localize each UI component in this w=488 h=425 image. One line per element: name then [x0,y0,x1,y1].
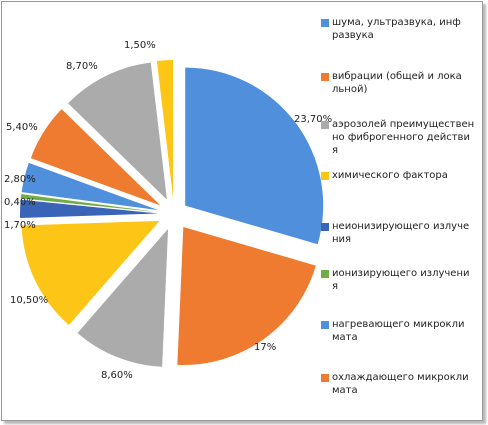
pie-slice-10 [156,60,174,199]
pie-slice-3 [77,228,169,367]
pie-chart: 23,70% 17% 8,60% 10,50% 1,70% 0,40% 2,80% 5,40%… [4,19,332,382]
legend-swatch-8 [321,374,329,382]
slice-label-6: 0,40% [4,197,36,208]
slice-label-10: 1,50% [124,40,156,51]
legend-label-3: аэрозолей преимуществен но фиброгенного … [332,119,475,156]
chart-frame: 23,70% 17% 8,60% 10,50% 1,70% 0,40% 2,80% 5,40%… [1,1,483,421]
legend-label-7: нагревающего микрокли мата [332,319,465,343]
slice-label-8: 5,40% [6,122,38,133]
pie-slice-2 [177,227,316,366]
slice-label-1: 23,70% [294,114,332,125]
legend-label-1: шума, ультразвука, инф развука [332,17,461,41]
legend-swatch-5 [321,223,329,231]
pie-slice-7 [21,162,159,211]
pie-slice-5 [20,199,159,219]
slice-label-9: 8,70% [66,61,98,72]
pie-slices [20,60,324,367]
legend-swatch-4 [321,172,329,180]
legend-swatches [321,19,329,382]
legend-swatch-7 [321,321,329,329]
slice-label-5: 1,70% [4,220,36,231]
pie-slice-8 [30,109,161,206]
legend-label-2: вибрации (общей и лока льной) [332,71,462,95]
legend-swatch-3 [321,121,329,129]
pie-slice-6 [20,194,159,213]
pie-slice-4 [21,220,160,325]
legend-label-5: неионизирующего излуче ния [332,221,470,245]
legend-label-6: ионизирующего излучени я [332,268,470,292]
slice-label-3: 8,60% [101,370,133,381]
legend-swatch-2 [321,73,329,81]
legend-swatch-6 [321,270,329,278]
pie-slice-1 [185,67,324,245]
legend-label-8: охлаждающего микрокли мата [332,372,469,396]
slice-label-2: 17% [254,342,276,353]
legend-swatch-1 [321,19,329,27]
pie-slice-9 [68,62,167,200]
slice-label-7: 2,80% [4,174,36,185]
legend-label-4: химического фактора [332,170,448,181]
data-labels: 23,70% 17% 8,60% 10,50% 1,70% 0,40% 2,80% 5,40%… [4,40,332,381]
slice-label-4: 10,50% [10,295,48,306]
